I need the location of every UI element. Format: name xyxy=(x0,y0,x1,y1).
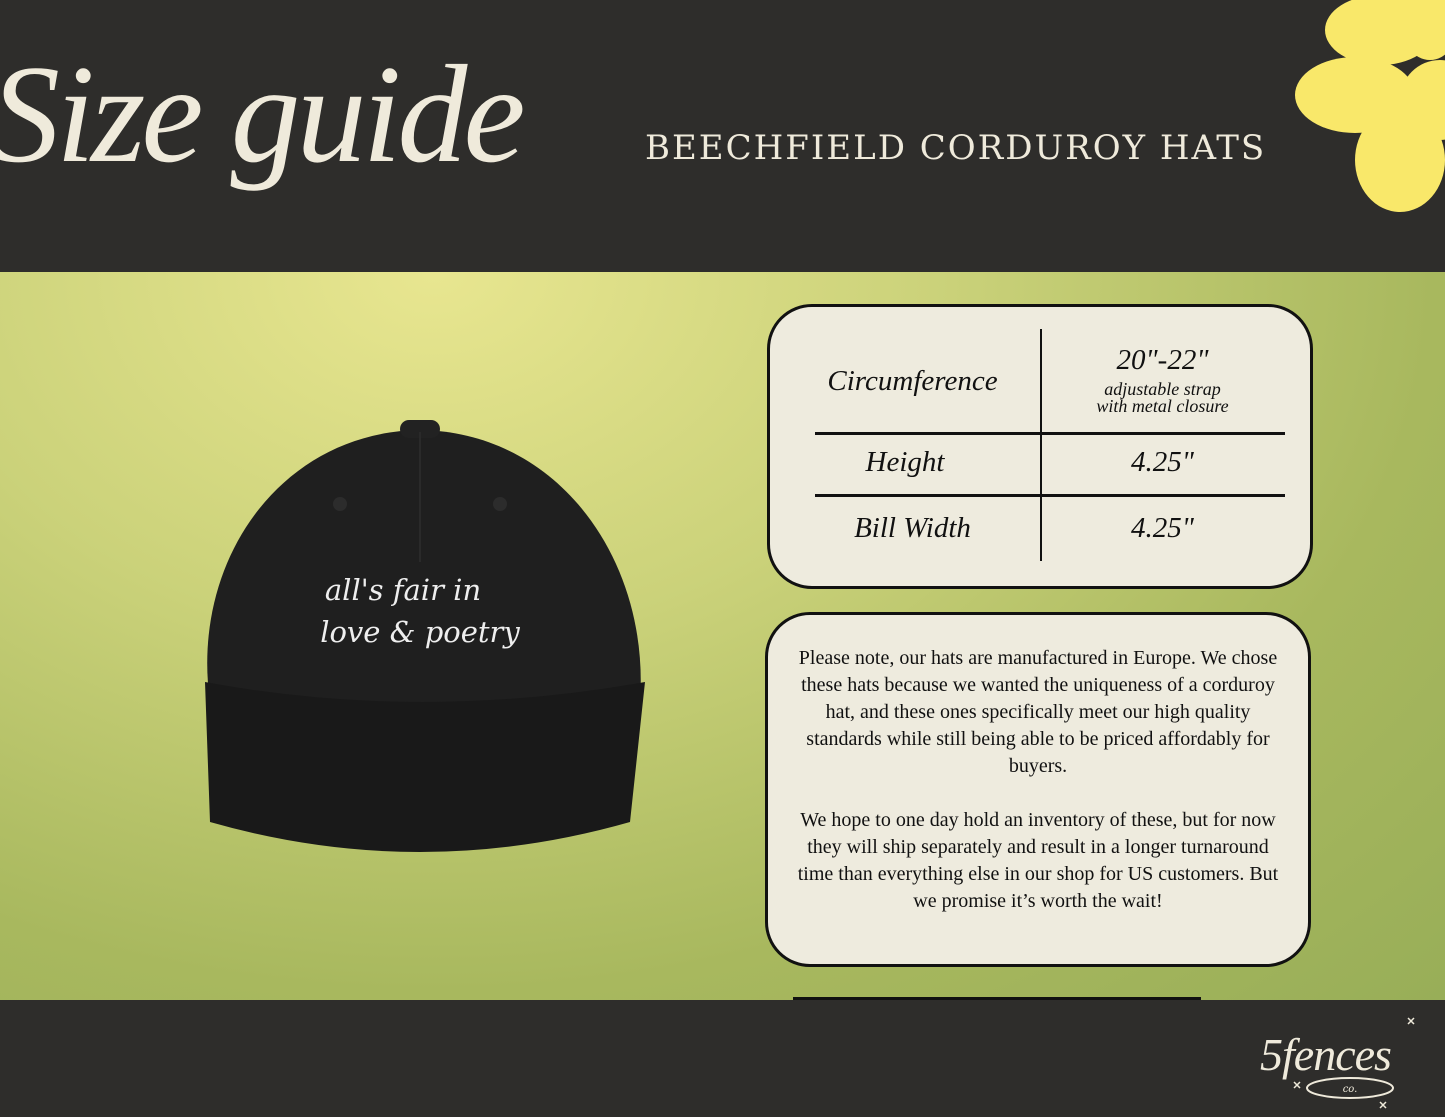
divider xyxy=(1040,329,1042,561)
content-area: all's fair in love & poetry Circumferenc… xyxy=(0,272,1445,1000)
divider xyxy=(815,432,1285,435)
page-subtitle: BEECHFIELD CORDUROY HATS xyxy=(645,128,1267,168)
flower-icon xyxy=(1295,0,1445,212)
note-line: with metal closure xyxy=(1096,396,1229,416)
row-value-height: 4.25" xyxy=(1131,446,1194,478)
row-label-height: Height xyxy=(865,446,945,478)
divider xyxy=(793,997,1201,1000)
row-value-circumference: 20"-22" xyxy=(1116,344,1209,376)
hat-embroidery-line1: all's fair in xyxy=(325,573,481,607)
note-paragraph: We hope to one day hold an inventory of … xyxy=(797,809,1279,912)
row-label-circumference: Circumference xyxy=(827,365,998,397)
row-label-bill-width: Bill Width xyxy=(854,512,971,544)
hat-image: all's fair in love & poetry xyxy=(205,420,645,852)
hat-embroidery-line2: love & poetry xyxy=(320,615,520,649)
note-line: adjustable strap xyxy=(1104,379,1221,399)
divider xyxy=(815,494,1285,497)
size-table: Circumference 20"-22" adjustable strap w… xyxy=(767,304,1313,589)
header: Size guide BEECHFIELD CORDUROY HATS xyxy=(0,0,1445,272)
brand-logo: 5fences co. xyxy=(1260,1017,1415,1109)
page-title: Size guide xyxy=(0,37,526,192)
row-value-bill-width: 4.25" xyxy=(1131,512,1194,544)
logo-name: 5fences xyxy=(1260,1029,1391,1080)
logo-suffix: co. xyxy=(1343,1084,1358,1095)
row-note-circumference: adjustable strap with metal closure xyxy=(1050,379,1275,416)
shipping-note: Please note, our hats are manufactured i… xyxy=(765,612,1311,967)
note-paragraph: Please note, our hats are manufactured i… xyxy=(798,647,1278,777)
sparkle-icon xyxy=(1293,1017,1415,1109)
